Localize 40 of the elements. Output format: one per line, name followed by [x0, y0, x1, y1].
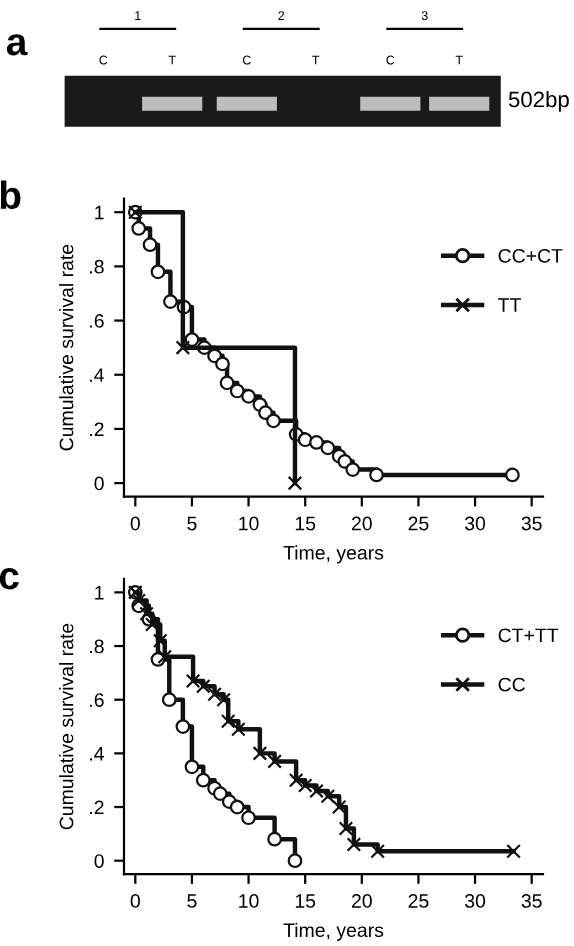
y-tick-label: .6 [90, 693, 104, 707]
y-tick-label: .8 [90, 639, 104, 654]
text: 502bp [508, 90, 569, 112]
x-tick-label: 15 [295, 894, 316, 908]
text: a [6, 34, 28, 56]
x-tick-label: 10 [239, 516, 259, 531]
legend-label: CT+TT [498, 628, 559, 643]
y-tick-label: .2 [90, 422, 104, 436]
x-tick-label: 15 [295, 516, 316, 531]
y-axis-title: Cumulative survival rate [59, 244, 74, 451]
x-tick-label: 20 [351, 894, 372, 908]
legend-label: CC+CT [498, 248, 563, 263]
chart-title: c [0, 568, 19, 590]
y-tick-label: .2 [90, 800, 104, 815]
x-tick-label: 35 [521, 894, 542, 908]
y-tick-label: .6 [90, 314, 104, 328]
y-tick-label: .4 [90, 747, 104, 761]
x-tick-label: 0 [130, 516, 140, 531]
legend-label: TT [498, 298, 521, 312]
x-tick-label: 35 [521, 516, 542, 531]
y-tick-label: 0 [94, 476, 104, 491]
y-tick-label: .4 [90, 368, 104, 382]
y-tick-label: 1 [95, 586, 104, 600]
x-tick-label: 5 [187, 894, 197, 908]
x-tick-label: 5 [187, 516, 197, 531]
x-axis-title: Time, years [283, 545, 384, 564]
y-tick-label: .8 [90, 259, 104, 274]
y-axis-title: Cumulative survival rate [59, 623, 74, 830]
x-tick-label: 10 [239, 894, 259, 908]
x-axis-title: Time, years [283, 922, 384, 941]
x-tick-label: 30 [464, 894, 486, 908]
x-tick-label: 25 [408, 894, 429, 908]
x-tick-label: 0 [130, 894, 140, 908]
x-tick-label: 20 [351, 516, 372, 531]
y-tick-label: 1 [95, 205, 104, 220]
x-tick-label: 25 [408, 516, 429, 531]
legend-label: CC [498, 677, 525, 692]
x-tick-label: 30 [464, 516, 486, 531]
y-tick-label: 0 [94, 854, 104, 868]
chart-title: b [0, 180, 21, 210]
